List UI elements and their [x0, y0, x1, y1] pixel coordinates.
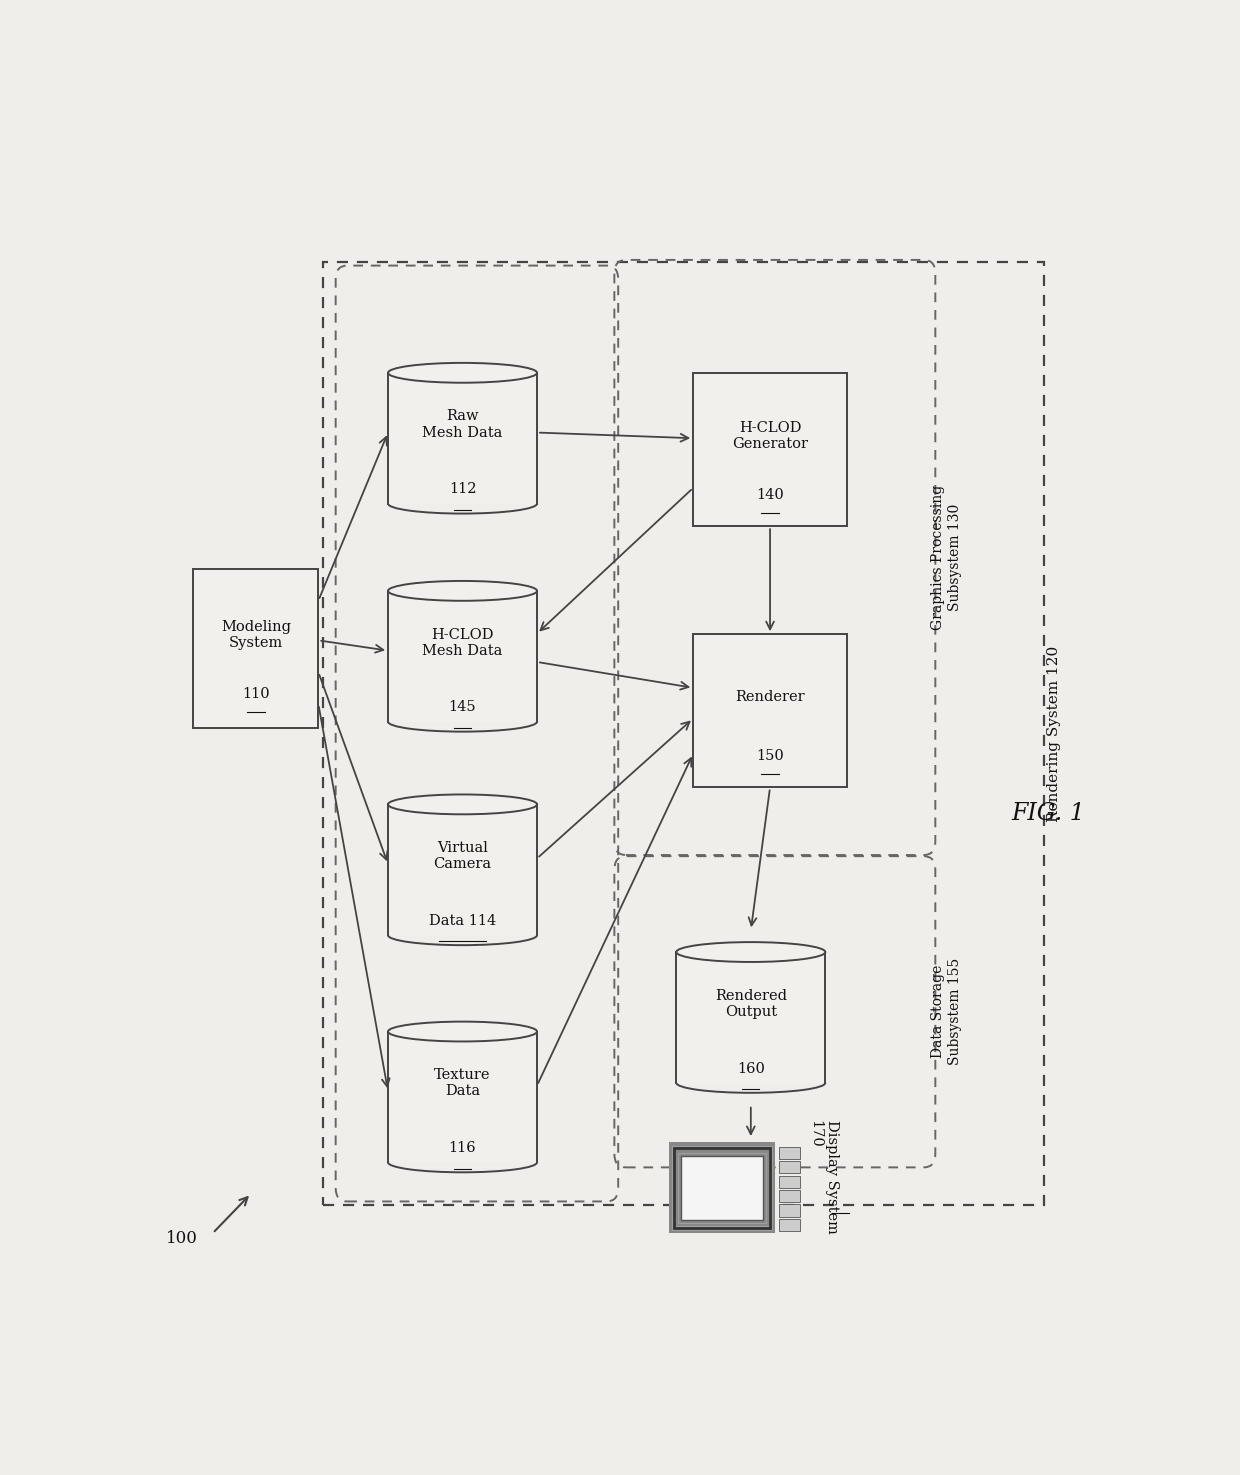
- Bar: [779, 1190, 800, 1202]
- Text: 116: 116: [449, 1142, 476, 1155]
- Text: Rendered
Output: Rendered Output: [714, 988, 787, 1019]
- Bar: [779, 1176, 800, 1187]
- Text: Virtual
Camera: Virtual Camera: [434, 841, 491, 872]
- Ellipse shape: [388, 363, 537, 382]
- Text: Data 114: Data 114: [429, 914, 496, 928]
- Text: H-CLOD
Generator: H-CLOD Generator: [732, 420, 808, 451]
- Bar: [676, 951, 826, 1083]
- Ellipse shape: [388, 581, 537, 600]
- Text: Display System
170: Display System 170: [808, 1120, 838, 1233]
- Text: 112: 112: [449, 482, 476, 496]
- Text: Rendering System 120: Rendering System 120: [1047, 646, 1060, 822]
- Bar: [779, 1161, 800, 1174]
- Text: Graphics Processing
Subsystem 130: Graphics Processing Subsystem 130: [931, 485, 962, 630]
- Bar: [693, 373, 847, 527]
- Bar: [672, 1146, 773, 1230]
- Text: Data Storage
Subsystem 155: Data Storage Subsystem 155: [931, 959, 962, 1065]
- Bar: [388, 1031, 537, 1162]
- Text: Modeling
System: Modeling System: [221, 620, 291, 650]
- Text: Renderer: Renderer: [735, 690, 805, 704]
- Bar: [673, 1148, 770, 1227]
- Text: FIG. 1: FIG. 1: [1012, 801, 1085, 825]
- Text: 140: 140: [756, 488, 784, 502]
- Bar: [779, 1148, 800, 1159]
- Text: Raw
Mesh Data: Raw Mesh Data: [423, 410, 502, 440]
- Text: 150: 150: [756, 749, 784, 763]
- Text: H-CLOD
Mesh Data: H-CLOD Mesh Data: [423, 627, 502, 658]
- Bar: [670, 1142, 775, 1233]
- Bar: [681, 1156, 764, 1220]
- Bar: [779, 1205, 800, 1217]
- Bar: [388, 373, 537, 503]
- Bar: [193, 569, 319, 727]
- Bar: [693, 634, 847, 788]
- Bar: [675, 1149, 769, 1226]
- Bar: [779, 1218, 800, 1232]
- Bar: [388, 591, 537, 721]
- Ellipse shape: [388, 795, 537, 814]
- Ellipse shape: [676, 943, 826, 962]
- Text: Texture
Data: Texture Data: [434, 1068, 491, 1099]
- Text: 100: 100: [166, 1230, 198, 1248]
- Text: 160: 160: [737, 1062, 765, 1075]
- Text: 110: 110: [242, 687, 270, 701]
- Ellipse shape: [388, 1022, 537, 1041]
- Text: 145: 145: [449, 701, 476, 714]
- Bar: [678, 1152, 766, 1223]
- Bar: [388, 804, 537, 935]
